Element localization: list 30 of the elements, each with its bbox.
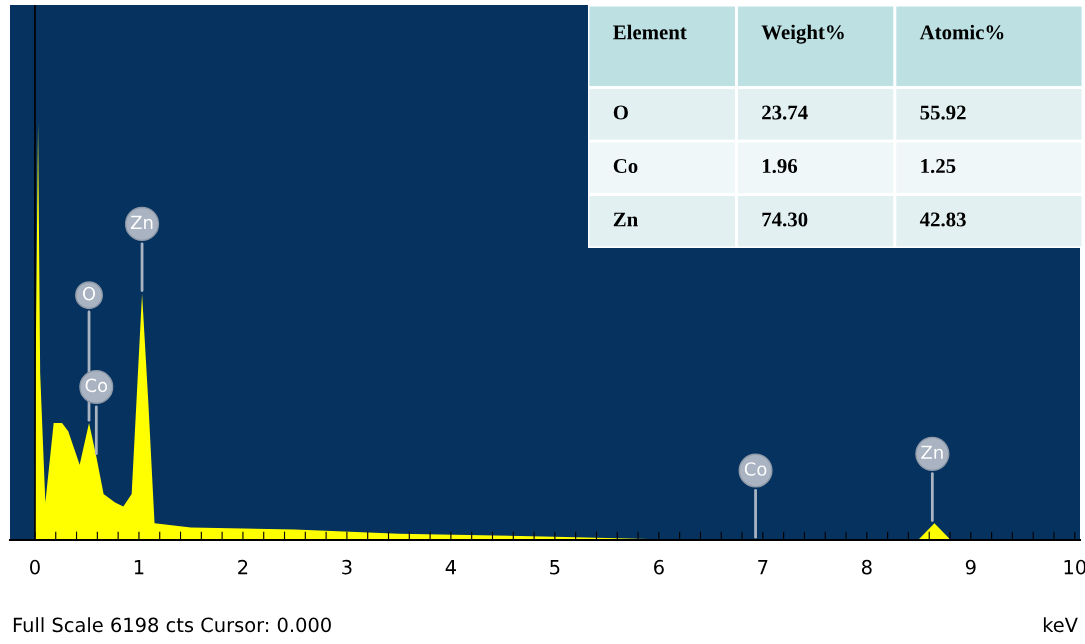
- x-tick-label: 9: [965, 559, 976, 575]
- annotation: Zn: [130, 215, 153, 229]
- annotation: 42.83: [919, 212, 966, 227]
- annotation: Co: [85, 378, 108, 393]
- x-tick-label: 10: [1064, 559, 1085, 575]
- x-tick-label: 0: [30, 559, 40, 575]
- annotation: Co: [613, 159, 638, 174]
- x-tick-label: 7: [758, 560, 768, 575]
- x-tick-label: 8: [861, 559, 872, 575]
- annotation: Zn: [921, 445, 943, 459]
- text: Full Scale 6198 cts Cursor: 0.000: [13, 617, 331, 633]
- x-tick-label: 2: [238, 559, 248, 575]
- annotation: Co: [744, 462, 767, 476]
- text: Weight%: [761, 24, 844, 44]
- annotation: 1.96: [762, 159, 798, 174]
- x-tick-label: 6: [654, 559, 664, 575]
- annotation: Zn: [613, 212, 638, 227]
- text: Atomic%: [919, 24, 1004, 40]
- x-axis-title: keV: [1043, 617, 1078, 633]
- text: 55.92: [920, 105, 966, 120]
- x-tick-label: 5: [550, 560, 560, 575]
- x-tick-label: 1: [134, 560, 144, 575]
- annotation: 74.30: [762, 212, 808, 227]
- x-tick-label: 4: [445, 560, 456, 575]
- annotation: 1.25: [921, 159, 956, 174]
- x-tick-label: 3: [342, 559, 352, 575]
- text: Element: [613, 24, 687, 40]
- text: 23.74: [762, 105, 808, 120]
- text: O: [613, 105, 628, 120]
- annotation: O: [82, 286, 96, 301]
